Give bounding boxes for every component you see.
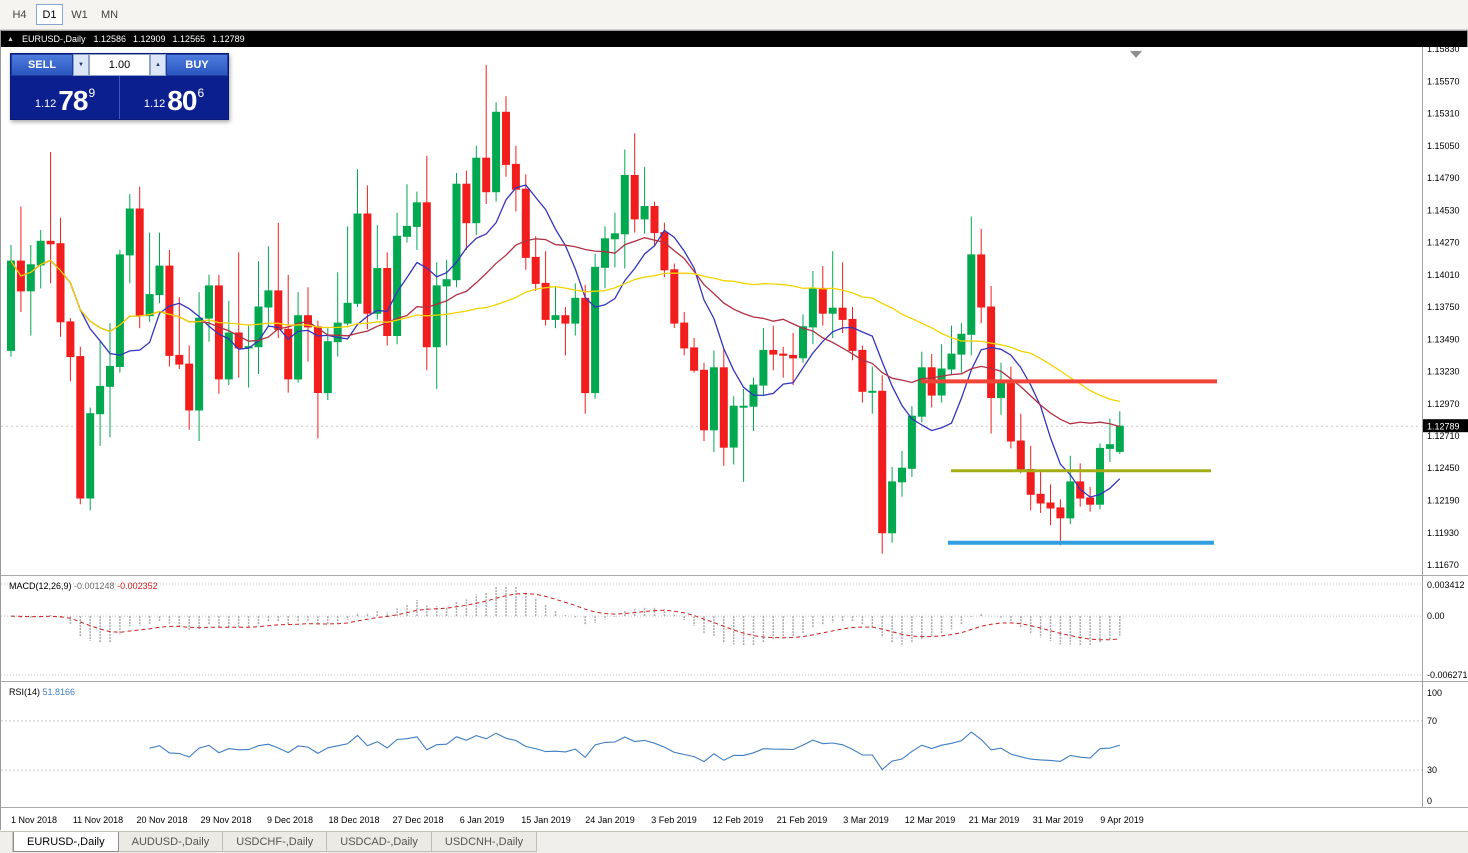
symbol-tab-bar: EURUSD-,Daily AUDUSD-,Daily USDCHF-,Dail… (0, 831, 1468, 853)
svg-text:1.15570: 1.15570 (1427, 76, 1460, 86)
triangle-down-icon: ▼ (78, 62, 84, 68)
svg-text:24 Jan 2019: 24 Jan 2019 (585, 815, 635, 825)
svg-text:18 Dec 2018: 18 Dec 2018 (328, 815, 379, 825)
svg-text:1.15050: 1.15050 (1427, 141, 1460, 151)
svg-text:1.13490: 1.13490 (1427, 334, 1460, 344)
buy-button[interactable]: BUY (166, 54, 228, 76)
timeframe-toolbar: H4 D1 W1 MN (0, 0, 1468, 30)
chart-symbol-period: EURUSD-,Daily (21, 34, 86, 44)
svg-text:-0.006271: -0.006271 (1427, 670, 1468, 680)
tab-eurusd-daily[interactable]: EURUSD-,Daily (13, 832, 119, 852)
sell-price-pips: 78 (58, 85, 88, 116)
date-axis[interactable]: 1 Nov 2018 11 Nov 2018 20 Nov 2018 29 Nov 2… (11, 815, 1144, 825)
candlestick-series (7, 65, 1124, 554)
svg-text:30: 30 (1427, 765, 1437, 775)
trendline-objects (921, 379, 1217, 545)
macd-signal-line (10, 592, 1120, 641)
chart-title-bar: ▲ EURUSD-,Daily 1.12586 1.12909 1.12565 … (1, 31, 1467, 47)
svg-text:1.11930: 1.11930 (1427, 528, 1459, 538)
svg-text:1.13230: 1.13230 (1427, 367, 1460, 377)
sell-price-prefix: 1.12 (34, 98, 57, 110)
volume-field[interactable]: 1.00 (89, 54, 150, 76)
svg-text:1.15310: 1.15310 (1427, 109, 1460, 119)
timeframe-d1-button[interactable]: D1 (36, 4, 63, 25)
current-price-tag (1423, 419, 1468, 433)
price-scale[interactable]: 1.15830 1.15570 1.15310 1.15050 1.14790 1.145… (1423, 47, 1468, 570)
svg-text:29 Nov 2018: 29 Nov 2018 (200, 815, 251, 825)
triangle-up-icon: ▲ (155, 62, 161, 68)
tab-scroll-stub[interactable] (0, 832, 13, 852)
svg-text:3 Feb 2019: 3 Feb 2019 (651, 815, 697, 825)
low-value: 1.12565 (172, 34, 206, 44)
chart-canvas[interactable]: 1.15830 1.15570 1.15310 1.15050 1.14790 1.145… (1, 47, 1468, 831)
moving-average-45-line (10, 259, 1120, 403)
timeframe-w1-button[interactable]: W1 (66, 4, 93, 25)
trade-prices-row: 1.12 78 9 1.12 80 6 (11, 76, 228, 119)
svg-text:6 Jan 2019: 6 Jan 2019 (460, 815, 505, 825)
svg-text:9 Apr 2019: 9 Apr 2019 (1100, 815, 1144, 825)
buy-price-prefix: 1.12 (143, 98, 166, 110)
svg-text:1.12710: 1.12710 (1427, 431, 1460, 441)
svg-text:11 Nov 2018: 11 Nov 2018 (73, 815, 123, 825)
svg-text:1.15830: 1.15830 (1427, 47, 1460, 54)
svg-text:1.14270: 1.14270 (1427, 238, 1460, 248)
buy-price-display[interactable]: 1.12 80 6 (120, 76, 228, 119)
volume-decrease-button[interactable]: ▼ (73, 54, 89, 76)
tab-usdchf-daily[interactable]: USDCHF-,Daily (223, 832, 328, 852)
window-collapse-icon[interactable]: ▲ (7, 35, 14, 43)
macd-indicator-label: MACD(12,26,9) -0.001248 -0.002352 (9, 581, 158, 591)
svg-text:20 Nov 2018: 20 Nov 2018 (136, 815, 187, 825)
svg-text:27 Dec 2018: 27 Dec 2018 (392, 815, 443, 825)
sell-price-display[interactable]: 1.12 78 9 (11, 76, 120, 119)
chart-window: ▲ EURUSD-,Daily 1.12586 1.12909 1.12565 … (0, 30, 1468, 831)
timeframe-mn-button[interactable]: MN (96, 4, 123, 25)
tab-audusd-daily[interactable]: AUDUSD-,Daily (118, 832, 224, 852)
svg-text:1.14010: 1.14010 (1427, 270, 1460, 280)
svg-text:70: 70 (1427, 716, 1437, 726)
svg-text:1 Nov 2018: 1 Nov 2018 (11, 815, 57, 825)
svg-text:31 Mar 2019: 31 Mar 2019 (1033, 815, 1084, 825)
svg-text:1.12190: 1.12190 (1427, 496, 1460, 506)
tab-usdcad-daily[interactable]: USDCAD-,Daily (327, 832, 432, 852)
svg-text:21 Feb 2019: 21 Feb 2019 (777, 815, 828, 825)
svg-text:100: 100 (1427, 688, 1442, 698)
svg-text:15 Jan 2019: 15 Jan 2019 (521, 815, 571, 825)
volume-increase-button[interactable]: ▲ (150, 54, 166, 76)
svg-text:9 Dec 2018: 9 Dec 2018 (267, 815, 313, 825)
ohlc-readout: 1.12586 1.12909 1.12565 1.12789 (93, 34, 244, 44)
svg-text:0.003412: 0.003412 (1427, 580, 1465, 590)
svg-text:1.14790: 1.14790 (1427, 173, 1460, 183)
trade-controls-row: SELL ▼ 1.00 ▲ BUY (11, 54, 228, 76)
svg-text:1.14530: 1.14530 (1427, 205, 1460, 215)
macd-panel: MACD(12,26,9) -0.001248 -0.002352 0.00341… (1, 580, 1468, 680)
sell-price-point: 9 (88, 86, 96, 100)
rsi-indicator-label: RSI(14) 51.8166 (9, 687, 75, 697)
svg-text:1.12970: 1.12970 (1427, 399, 1460, 409)
open-value: 1.12586 (93, 34, 126, 44)
svg-text:0.00: 0.00 (1427, 611, 1445, 621)
svg-text:1.12450: 1.12450 (1427, 463, 1460, 473)
tab-usdcnh-daily[interactable]: USDCNH-,Daily (431, 832, 538, 852)
svg-text:1.13750: 1.13750 (1427, 302, 1460, 312)
one-click-trading-panel: SELL ▼ 1.00 ▲ BUY 1.12 78 9 1.12 80 6 (10, 53, 229, 120)
svg-text:12 Feb 2019: 12 Feb 2019 (713, 815, 764, 825)
svg-text:21 Mar 2019: 21 Mar 2019 (969, 815, 1020, 825)
svg-text:3 Mar 2019: 3 Mar 2019 (843, 815, 889, 825)
current-price-tag-label: 1.12789 (1427, 422, 1460, 432)
buy-price-pips: 80 (167, 85, 197, 116)
high-value: 1.12909 (133, 34, 166, 44)
close-value: 1.12789 (212, 34, 245, 44)
buy-price-point: 6 (197, 86, 205, 100)
svg-text:1.11670: 1.11670 (1427, 560, 1459, 570)
chart-shift-marker-icon[interactable] (1130, 51, 1142, 58)
rsi-line (149, 731, 1120, 771)
rsi-panel: RSI(14) 51.8166 100 70 30 0 (1, 687, 1442, 806)
timeframe-h4-button[interactable]: H4 (6, 4, 33, 25)
svg-text:12 Mar 2019: 12 Mar 2019 (905, 815, 956, 825)
svg-text:0: 0 (1427, 796, 1432, 806)
sell-button[interactable]: SELL (11, 54, 73, 76)
